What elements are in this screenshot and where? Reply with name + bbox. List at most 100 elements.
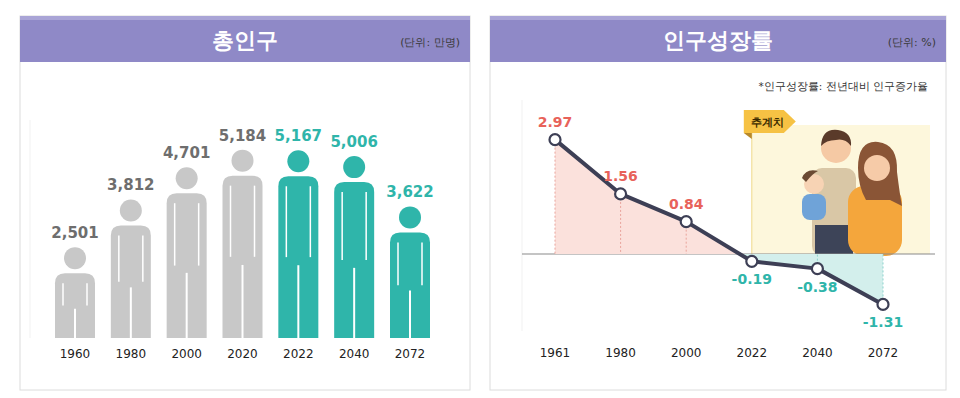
marker [878,299,889,310]
person-bar [111,199,151,338]
panel [20,16,470,390]
x-tick-label: 1960 [60,347,91,361]
leg-gap [130,287,132,338]
person-bar [223,150,263,338]
person-body [278,176,318,338]
chart-title: 인구성장률 [663,28,773,53]
person-body [390,232,430,338]
data-label: 5,006 [330,133,377,151]
person-head [176,167,198,189]
person-body [334,182,374,338]
chart-title: 총인구 [212,28,278,53]
note: *인구성장률: 전년대비 인구증가율 [759,80,928,92]
annotation-fold [744,133,752,139]
data-label: 4,701 [163,144,210,162]
header-highlight [490,16,946,20]
arm-gap [421,242,423,285]
area-pos-group [555,140,883,254]
unit-subtitle: (단위: 만명) [400,36,460,49]
person-body [111,225,151,338]
person-head [287,150,309,172]
bars [55,150,430,338]
arm-gap [365,192,367,260]
data-label: 5,184 [219,127,266,145]
x-category-label: 2022 [737,346,768,360]
person-bar [167,167,207,338]
marker [615,188,626,199]
illustration-shape [821,130,851,146]
leg-gap [353,268,355,338]
arm-gap [118,235,120,281]
leg-gap [409,290,411,338]
illustration-shape [864,155,890,181]
person-bar [55,247,95,338]
axis-line [522,100,523,331]
arm-gap [62,283,64,305]
arm-gap [230,186,232,257]
x-tick-label: 2000 [171,347,202,361]
panel-header [20,16,470,62]
person-head [232,150,254,172]
area-neg-group [555,254,883,304]
person-body [167,193,207,338]
axis-line [30,120,31,338]
arm-gap [198,203,200,265]
illustration-shape [802,170,818,182]
drop-line [620,194,621,254]
arm-gap [142,235,144,281]
marker [681,216,692,227]
panel-header [490,16,946,62]
arm-gap [286,186,288,257]
arm-gap [310,186,312,257]
person-head [120,199,142,221]
x-tick-label: 1980 [116,347,147,361]
person-bar [278,150,318,338]
panel [490,16,946,390]
person-head [64,247,86,269]
x-category-label: 1980 [605,346,636,360]
area-negative [555,254,883,304]
arm-gap [397,242,399,285]
data-label: 1.56 [603,168,638,184]
data-label: 5,167 [275,127,322,145]
data-label: 2.97 [538,114,573,130]
arm-gap [341,192,343,260]
x-category-label: 2072 [868,346,899,360]
person-body [223,176,263,338]
x-tick-label: 2072 [395,347,426,361]
person-bar [390,206,430,338]
x-tick-label: 2020 [227,347,258,361]
x-category-label: 1961 [540,346,571,360]
marker [746,256,757,267]
x-tick-label: 2022 [283,347,314,361]
x-category-label: 2000 [671,346,702,360]
data-label: 3,622 [386,183,433,201]
person-head [343,156,365,178]
unit-subtitle: (단위: %) [888,36,936,49]
person-bar [334,156,374,338]
x-tick-label: 2040 [339,347,370,361]
line [555,140,883,305]
plot [550,134,889,310]
annotation-tag [744,110,796,133]
drop-line [883,254,884,304]
illustration-shape [815,225,853,256]
illustration-shape [802,194,826,220]
data-label: -1.31 [863,314,903,330]
annotation: 추계치 [751,116,784,129]
data-label: 2,501 [51,224,98,242]
person-body [55,273,95,338]
area-positive [555,140,883,254]
arm-gap [254,186,256,257]
leg-gap [186,273,188,338]
illustration [802,130,902,256]
header-highlight [20,16,470,20]
leg-gap [242,265,244,338]
arm-gap [86,283,88,305]
person-head [399,206,421,228]
arm-gap [174,203,176,265]
leg-gap [297,265,299,338]
x-category-label: 2040 [802,346,833,360]
illustration-shape [858,142,902,206]
canvas: 총인구(단위: 만명)2,50119603,81219804,70120005,… [0,0,960,398]
